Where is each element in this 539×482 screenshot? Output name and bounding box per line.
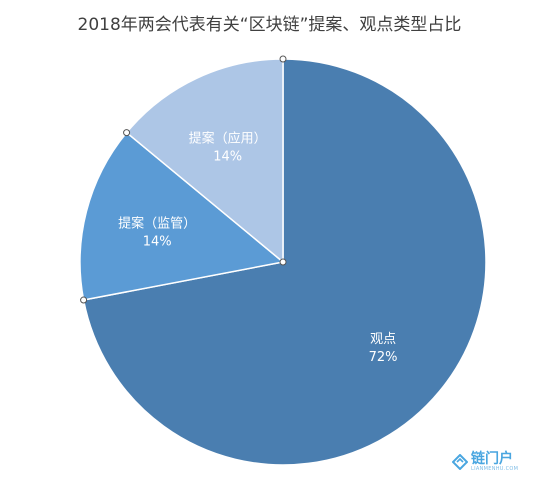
chain-logo-icon [452, 454, 468, 470]
pie-slice-proposal-application [125, 58, 284, 264]
watermark-logo: 链门户 LIANMENHU.COM [452, 452, 518, 472]
chart-title: 2018年两会代表有关“区块链”提案、观点类型占比 [77, 15, 462, 35]
slice-value-proposal-regulation: 14% [143, 235, 172, 250]
slice-boundary-handle[interactable] [80, 296, 88, 304]
slice-value-viewpoint: 72% [369, 350, 398, 365]
watermark-sub: LIANMENHU.COM [471, 466, 519, 472]
pie-center-handle[interactable] [279, 258, 287, 266]
pie-slice-proposal-regulation [79, 131, 285, 301]
watermark-name: 链门户 [471, 451, 513, 467]
slice-boundary-handle[interactable] [279, 55, 287, 63]
slice-labels: 观点 72% 提案（监管） 14% 提案（应用） 14% [118, 130, 397, 364]
slice-label-viewpoint: 观点 [370, 332, 396, 347]
slice-label-proposal-regulation: 提案（监管） [118, 216, 196, 232]
slice-handles [80, 55, 287, 304]
slice-label-proposal-application: 提案（应用） [189, 130, 267, 146]
slice-value-proposal-application: 14% [213, 149, 242, 164]
slice-boundary-handle[interactable] [123, 129, 131, 137]
